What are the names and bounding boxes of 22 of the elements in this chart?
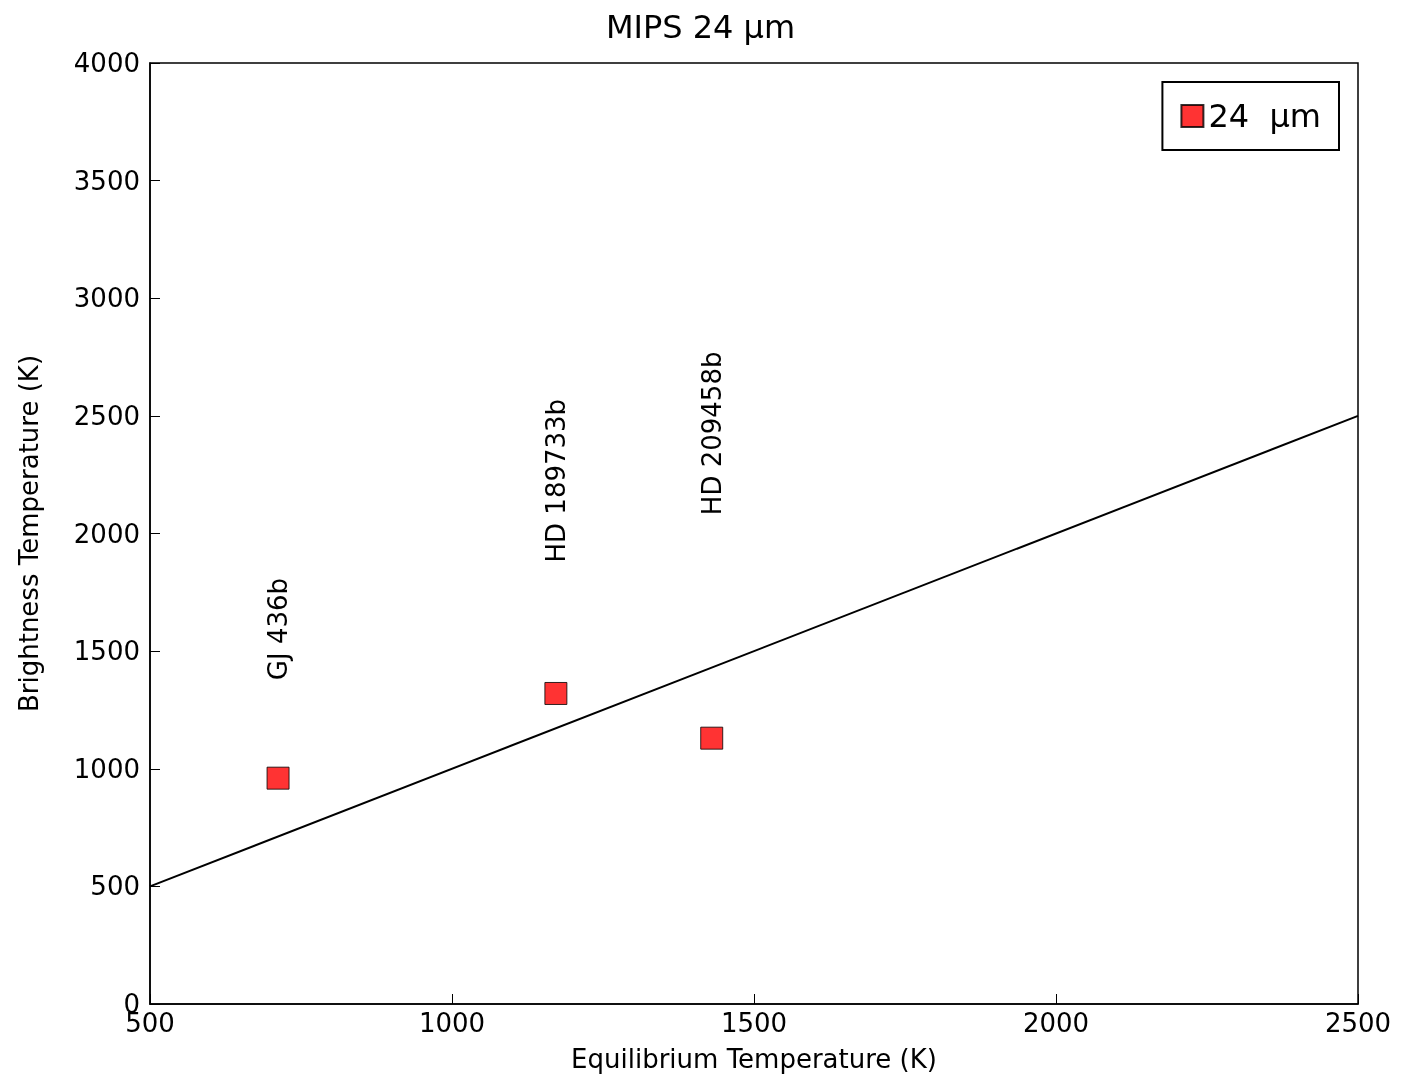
annotation: HD 209458b — [696, 351, 727, 516]
annotation: GJ 436b — [263, 577, 294, 681]
y-tick-label: 2000 — [73, 518, 140, 549]
y-tick-label: 4000 — [73, 48, 140, 78]
x-tick-label: 2500 — [1324, 1008, 1392, 1038]
x-axis-title: Equilibrium Temperature (K) — [571, 1044, 937, 1074]
point — [700, 726, 724, 750]
y-tick-label: 500 — [90, 871, 140, 902]
legend-label: 24 μm — [1208, 97, 1321, 135]
x-tick-label: 1000 — [418, 1008, 486, 1038]
y-tick-label: 3000 — [73, 283, 140, 314]
point — [266, 766, 290, 790]
y-tick-label: 1500 — [73, 636, 140, 667]
y-axis-title: Brightness Temperature (K) — [14, 354, 44, 713]
annotation: HD 189733b — [540, 398, 571, 563]
point — [544, 681, 568, 705]
x-tick-label: 2000 — [1022, 1008, 1090, 1038]
y-tick-label: 1000 — [73, 753, 140, 784]
x-tick-label: 1500 — [720, 1008, 788, 1038]
chart-title: MIPS 24 μm — [605, 8, 796, 46]
y-tick-label: 3500 — [73, 165, 140, 196]
y-tick-label: 2500 — [73, 400, 140, 431]
